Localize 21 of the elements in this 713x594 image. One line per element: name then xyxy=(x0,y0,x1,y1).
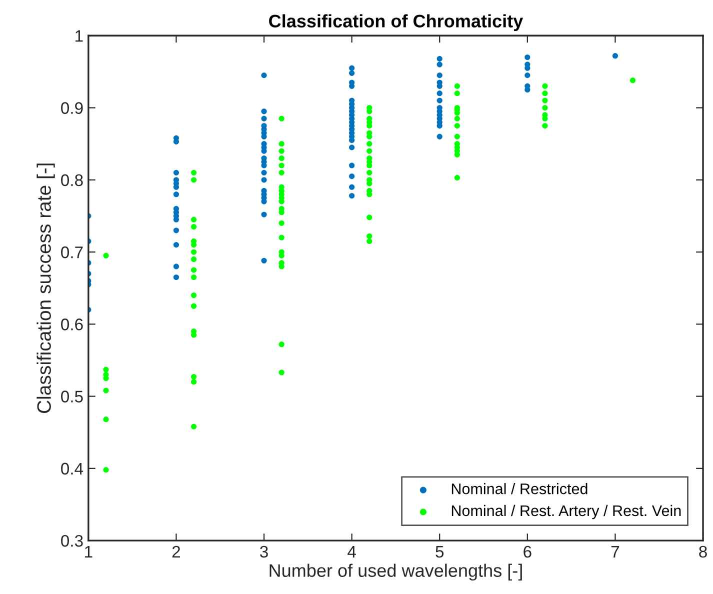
y-axis-title: Classification success rate [-] xyxy=(36,164,55,413)
y-tick-label: 0.5 xyxy=(61,390,83,402)
x-tick-label: 1 xyxy=(85,546,92,558)
y-tick-label: 0.7 xyxy=(61,246,83,258)
legend-label: Nominal / Restricted xyxy=(452,483,588,494)
x-tick-label: 4 xyxy=(348,546,356,558)
y-tick-label: 0.3 xyxy=(61,534,83,547)
x-tick-label: 2 xyxy=(172,546,180,558)
chart-title: Classification of Chromaticity xyxy=(269,14,524,32)
y-tick-label: 0.8 xyxy=(61,174,83,186)
x-tick-label: 7 xyxy=(611,546,620,558)
y-tick-label: 1 xyxy=(76,30,83,42)
y-tick-label: 0.6 xyxy=(61,318,83,330)
x-tick-label: 5 xyxy=(436,546,444,558)
x-tick-label: 6 xyxy=(524,546,532,558)
legend-label: Nominal / Rest. Artery / Rest. Vein xyxy=(452,504,681,520)
x-tick-label: 3 xyxy=(260,546,268,558)
x-axis-title: Number of used wavelengths [-] xyxy=(270,564,522,581)
y-tick-label: 0.9 xyxy=(61,102,83,114)
x-tick-label: 8 xyxy=(699,546,707,558)
y-tick-label: 0.4 xyxy=(61,462,84,475)
